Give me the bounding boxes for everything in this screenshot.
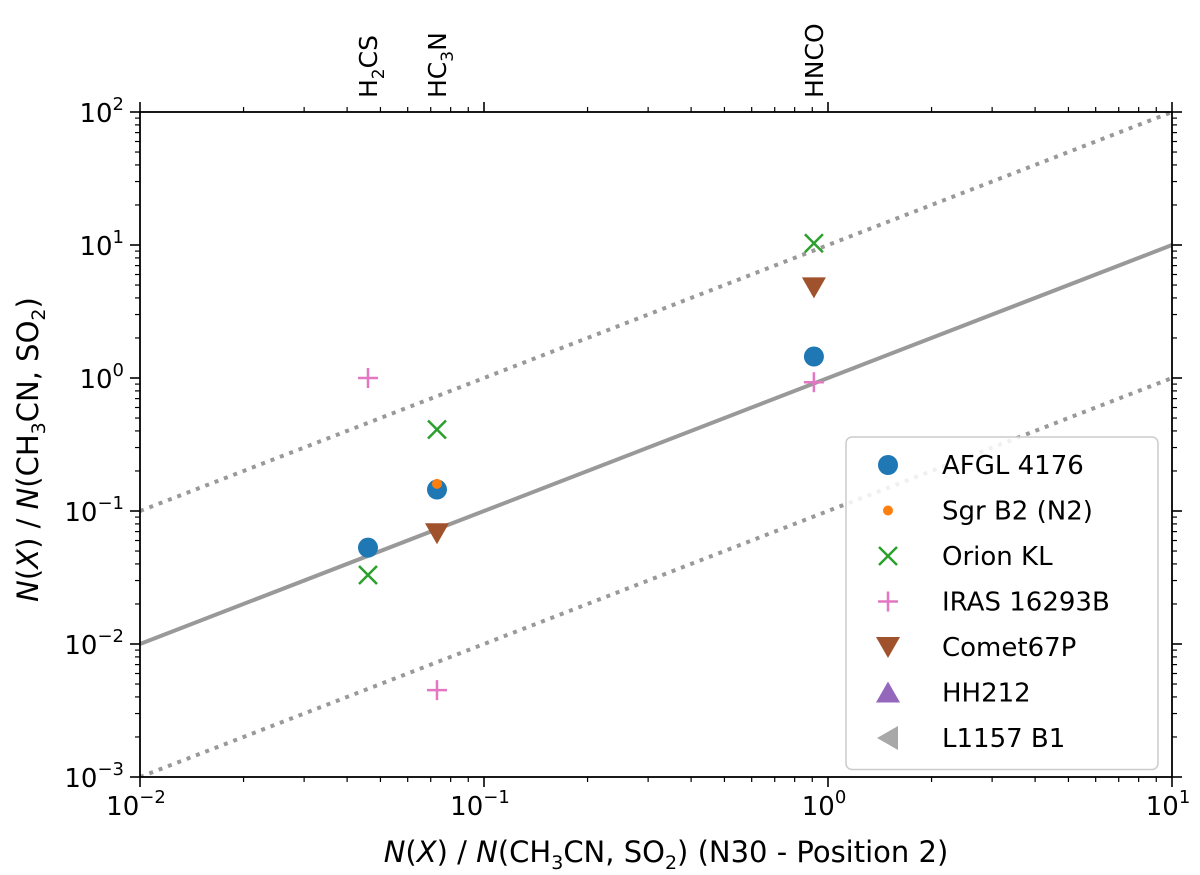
legend-label: Orion KL bbox=[942, 542, 1053, 572]
data-point bbox=[803, 372, 824, 393]
data-point bbox=[431, 478, 442, 489]
molecule-label: H2CS bbox=[354, 35, 389, 98]
reference-line bbox=[140, 243, 1172, 646]
legend-label: HH212 bbox=[942, 679, 1031, 709]
data-point bbox=[426, 479, 447, 500]
data-point bbox=[427, 419, 447, 440]
data-point bbox=[357, 368, 378, 388]
legend: AFGL 4176 Sgr B2 (N2) Orion KL IRAS 16293B C… bbox=[845, 436, 1159, 771]
y-tick-label: 10−3 bbox=[64, 759, 124, 794]
x-tick-label: 10−2 bbox=[106, 787, 166, 822]
data-point bbox=[804, 233, 824, 254]
data-point bbox=[803, 346, 824, 367]
legend-marker bbox=[876, 637, 900, 658]
legend-label: L1157 B1 bbox=[942, 724, 1065, 754]
data-point bbox=[357, 537, 378, 558]
y-tick-label: 101 bbox=[79, 227, 124, 262]
legend-marker bbox=[878, 546, 898, 566]
y-tick-label: 100 bbox=[79, 360, 124, 395]
legend-marker bbox=[878, 591, 898, 612]
x-axis-label: N(X) / N(CH3CN, SO2) (N30 - Position 2) bbox=[384, 835, 949, 874]
y-tick-label: 10−1 bbox=[64, 493, 124, 528]
legend-label: Comet67P bbox=[942, 633, 1076, 663]
data-points bbox=[357, 233, 826, 701]
molecule-labels: H2CS HC3N HNCO bbox=[354, 23, 829, 98]
y-tick-label: 10−2 bbox=[64, 626, 124, 661]
legend-box bbox=[845, 436, 1159, 771]
molecule-label: HNCO bbox=[800, 23, 829, 98]
data-point bbox=[358, 565, 378, 585]
x-tick-label: 10−1 bbox=[450, 787, 510, 822]
legend-marker bbox=[883, 505, 893, 516]
x-tick-label: 101 bbox=[1146, 787, 1191, 822]
reference-line bbox=[140, 112, 1172, 513]
y-tick-label: 102 bbox=[79, 94, 124, 129]
x-tick-label: 100 bbox=[802, 787, 847, 822]
legend-marker bbox=[878, 455, 898, 475]
data-point bbox=[801, 277, 826, 299]
axis-labels: N(X) / N(CH3CN, SO2) (N30 - Position 2) N… bbox=[11, 297, 948, 874]
legend-marker bbox=[876, 681, 900, 703]
molecule-label: HC3N bbox=[423, 32, 458, 98]
data-point bbox=[426, 680, 447, 701]
plot-border bbox=[139, 111, 1173, 778]
data-point bbox=[424, 523, 449, 545]
plot-frame bbox=[139, 111, 1173, 778]
legend-label: Sgr B2 (N2) bbox=[942, 497, 1093, 527]
y-axis-label: N(X) / N(CH3CN, SO2) bbox=[11, 297, 50, 602]
legend-label: IRAS 16293B bbox=[942, 588, 1110, 618]
legend-label: AFGL 4176 bbox=[942, 451, 1084, 481]
legend-marker bbox=[877, 726, 898, 750]
